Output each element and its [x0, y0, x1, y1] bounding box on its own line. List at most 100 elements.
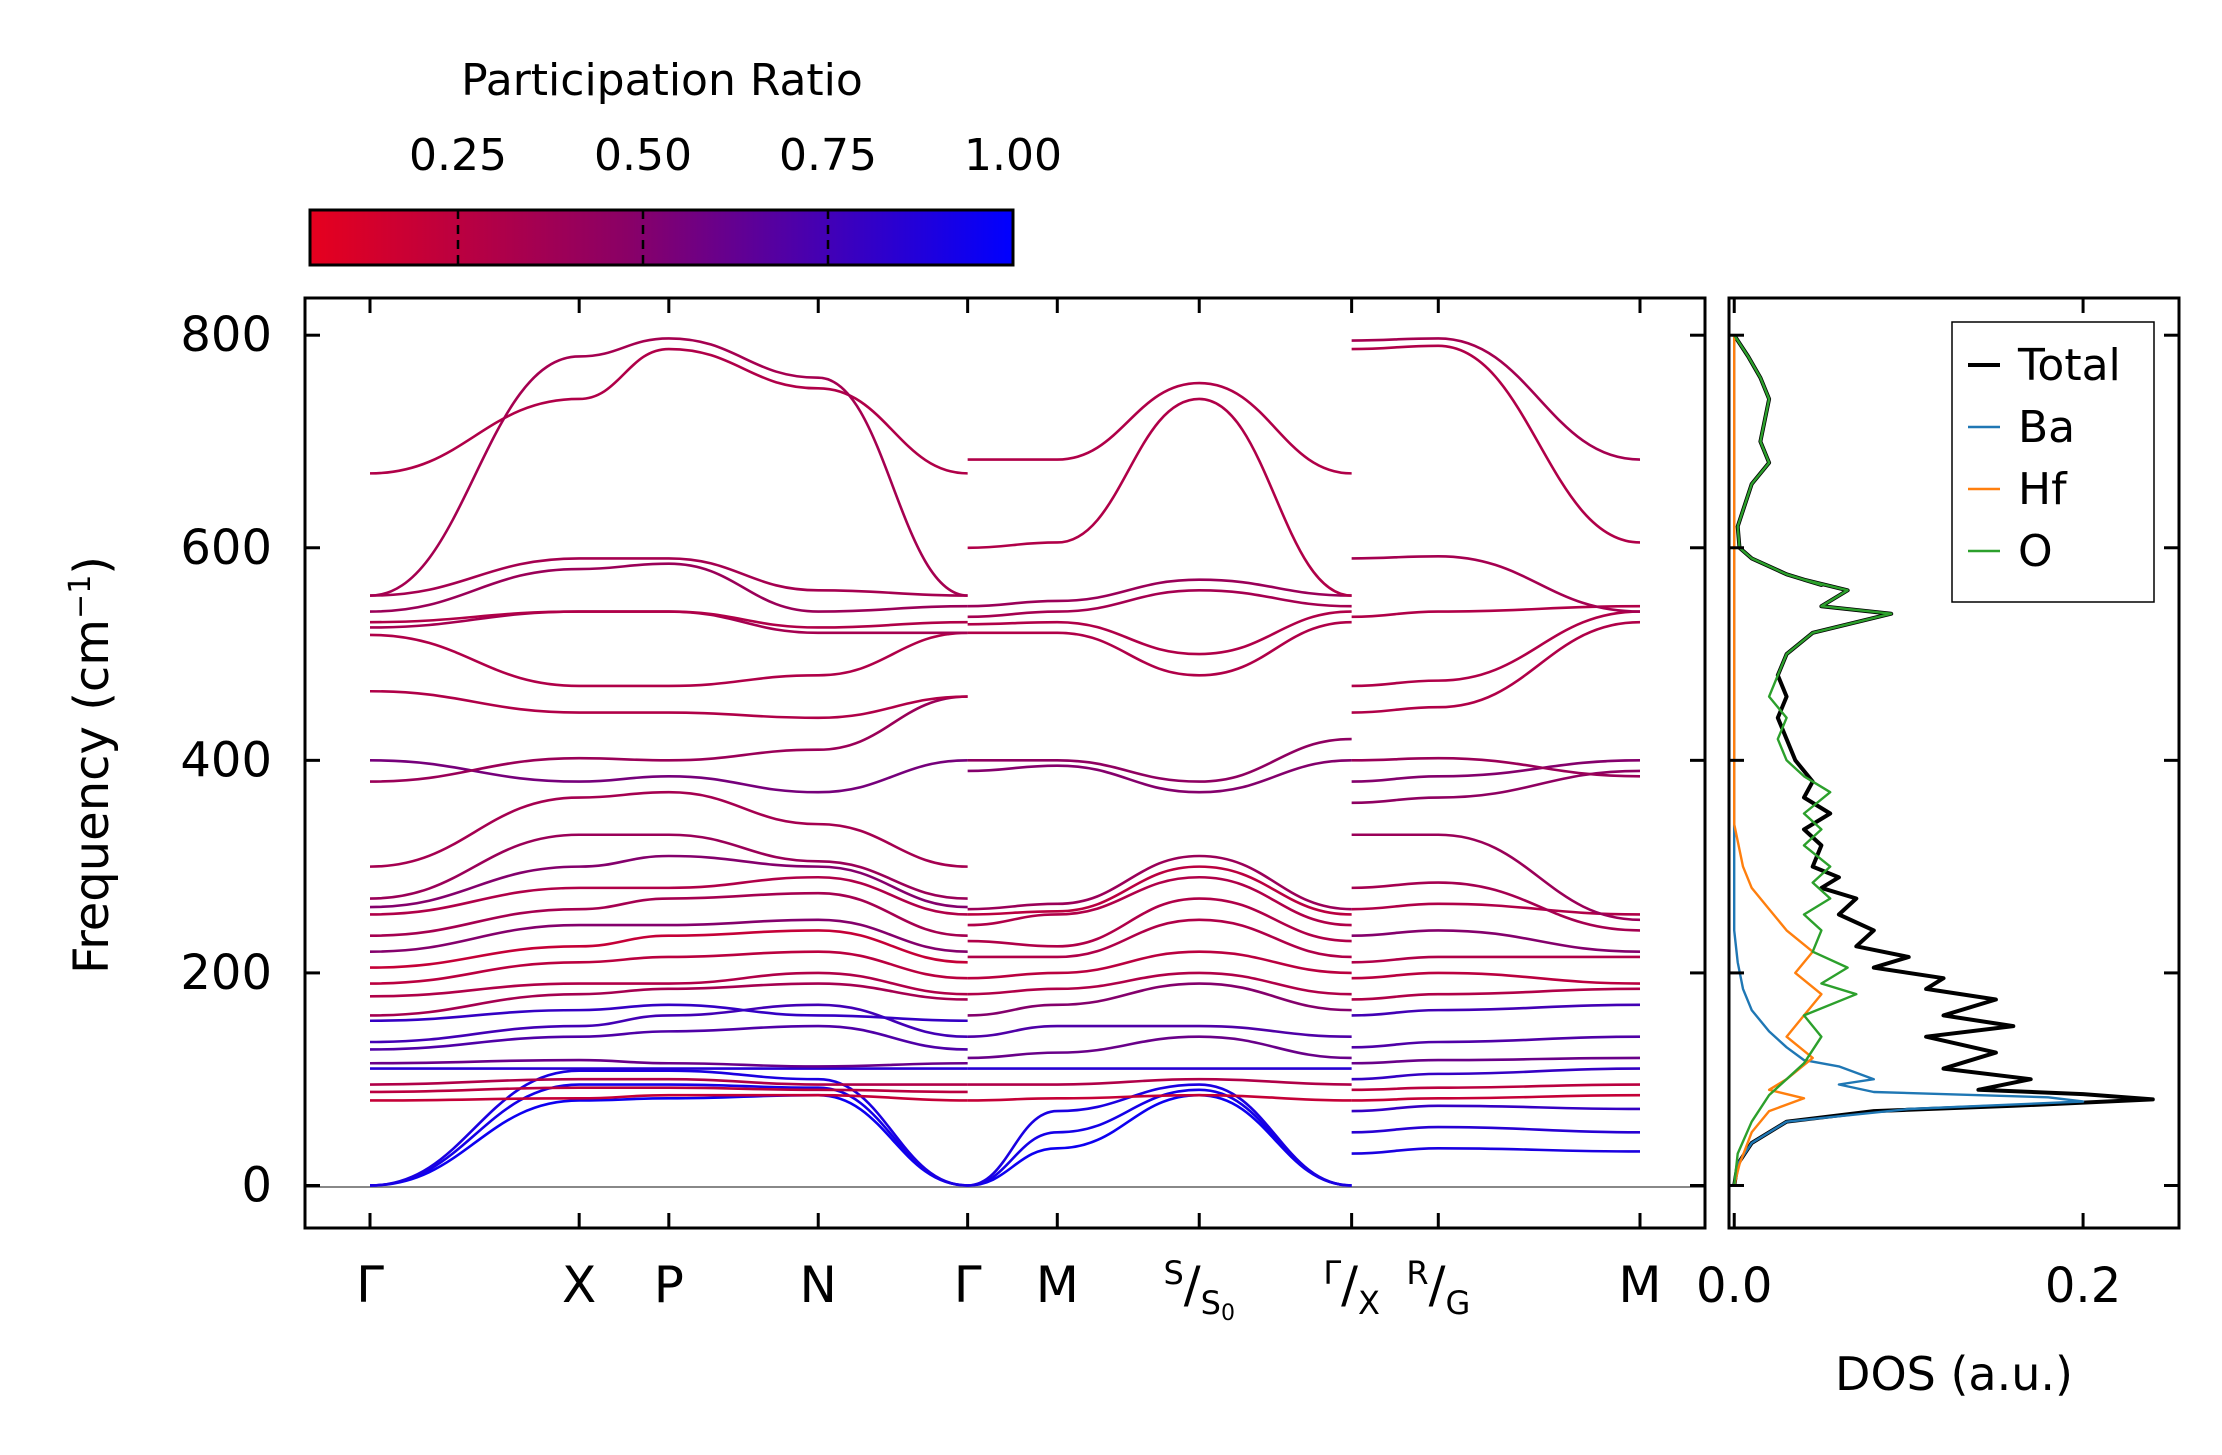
band-line	[967, 1035, 1352, 1060]
colorbar: Participation Ratio 0.25 0.50 0.75 1.00	[308, 55, 1062, 267]
x-tick-label: P	[654, 1256, 684, 1314]
band-line	[369, 891, 968, 938]
dos-line-ba	[1733, 335, 2085, 1186]
band-line	[1351, 1083, 1641, 1092]
colorbar-tick-label: 0.25	[409, 130, 507, 181]
legend-box	[1951, 321, 2155, 603]
band-line	[369, 971, 968, 998]
band-line	[1351, 1146, 1641, 1155]
band-y-axis-label: Frequency (cm−1)	[63, 556, 120, 974]
band-x-tick-labels: Γ X P N Γ M S/S0Γ/XR/G M	[356, 1254, 1662, 1326]
band-line	[1351, 1067, 1641, 1081]
band-line	[1351, 1035, 1641, 1049]
x-tick-label: Γ/X	[1323, 1254, 1380, 1322]
colorbar-ticks: 0.25 0.50 0.75 1.00	[409, 130, 1062, 265]
band-line	[369, 854, 968, 909]
band-line	[369, 695, 968, 783]
x-tick-label: X	[562, 1256, 596, 1314]
x-tick-label: R/G	[1406, 1254, 1470, 1322]
band-line	[1351, 1125, 1641, 1134]
band-line	[369, 759, 968, 794]
band-line	[967, 759, 1352, 794]
x-tick-label: N	[800, 1256, 837, 1314]
legend-label-total: Total	[2017, 340, 2121, 391]
band-axis-ticks: 0 200 400 600 800	[180, 298, 1705, 1228]
colorbar-gradient	[308, 208, 1015, 267]
band-line	[369, 1003, 968, 1044]
band-line	[369, 982, 968, 1017]
band-line	[369, 631, 968, 688]
band-line	[967, 737, 1352, 783]
colorbar-tick-label: 0.50	[594, 130, 692, 181]
band-line	[1351, 769, 1641, 805]
band-line	[369, 1003, 968, 1023]
band-line	[1351, 1056, 1641, 1065]
dos-legend: Total Ba Hf O	[1951, 321, 2155, 603]
band-line	[967, 854, 1352, 911]
band-line	[369, 950, 968, 985]
band-line	[967, 897, 1352, 948]
band-line	[1351, 1093, 1641, 1102]
bands	[369, 337, 1641, 1187]
band-line	[369, 1083, 968, 1187]
band-line	[967, 1093, 1352, 1102]
band-line	[967, 610, 1352, 656]
band-line	[1351, 971, 1641, 985]
band-line	[1351, 337, 1641, 461]
band-line	[369, 689, 968, 720]
band-line	[967, 620, 1352, 677]
band-axes-frame	[303, 296, 1707, 1230]
band-line	[369, 1093, 968, 1187]
band-line	[967, 1083, 1352, 1187]
band-line	[369, 875, 968, 916]
band-line	[369, 1086, 968, 1094]
y-tick-label: 600	[180, 520, 272, 576]
band-line	[1351, 610, 1641, 688]
band-line	[1351, 620, 1641, 714]
dos-x-tick-label: 0.0	[1696, 1258, 1772, 1314]
ylabel-superscript: −1	[63, 575, 98, 619]
band-line	[967, 950, 1352, 980]
colorbar-tick-label: 0.75	[779, 130, 877, 181]
band-line	[369, 1069, 968, 1187]
y-tick-label: 400	[180, 732, 272, 788]
band-line	[1351, 604, 1641, 619]
x-tick-label: Γ	[356, 1256, 384, 1314]
y-tick-label: 200	[180, 945, 272, 1001]
band-line	[967, 381, 1352, 475]
dos-axis-ticks: 0.0 0.2	[1696, 298, 2179, 1314]
band-line	[967, 971, 1352, 996]
band-line	[369, 562, 968, 613]
x-tick-label: Γ	[954, 1256, 982, 1314]
band-line	[1351, 759, 1641, 783]
band-line	[1351, 987, 1641, 1001]
band-line	[1351, 1104, 1641, 1113]
ylabel-main: Frequency (cm	[64, 619, 120, 974]
legend-label-ba: Ba	[2018, 402, 2075, 453]
band-line	[967, 865, 1352, 916]
dos-line-o	[1733, 334, 1893, 1186]
band-line	[967, 982, 1352, 1017]
band-line	[967, 918, 1352, 959]
band-line	[369, 610, 968, 635]
y-tick-label: 800	[180, 307, 272, 363]
band-line	[369, 833, 968, 900]
dos-x-axis-label: DOS (a.u.)	[1835, 1347, 2073, 1401]
band-line	[369, 790, 968, 868]
band-line	[967, 397, 1352, 597]
band-line	[967, 578, 1352, 608]
band-line	[1351, 1003, 1641, 1017]
band-line	[369, 337, 968, 597]
band-line	[1351, 955, 1641, 964]
colorbar-tick-label: 1.00	[964, 130, 1062, 181]
colorbar-label: Participation Ratio	[461, 55, 863, 106]
band-line	[369, 1077, 968, 1086]
band-line	[1351, 929, 1641, 953]
band-line	[369, 1058, 968, 1068]
band-line	[967, 875, 1352, 927]
x-tick-label: M	[1618, 1256, 1661, 1314]
band-line	[369, 1093, 968, 1102]
band-line	[1351, 902, 1641, 916]
